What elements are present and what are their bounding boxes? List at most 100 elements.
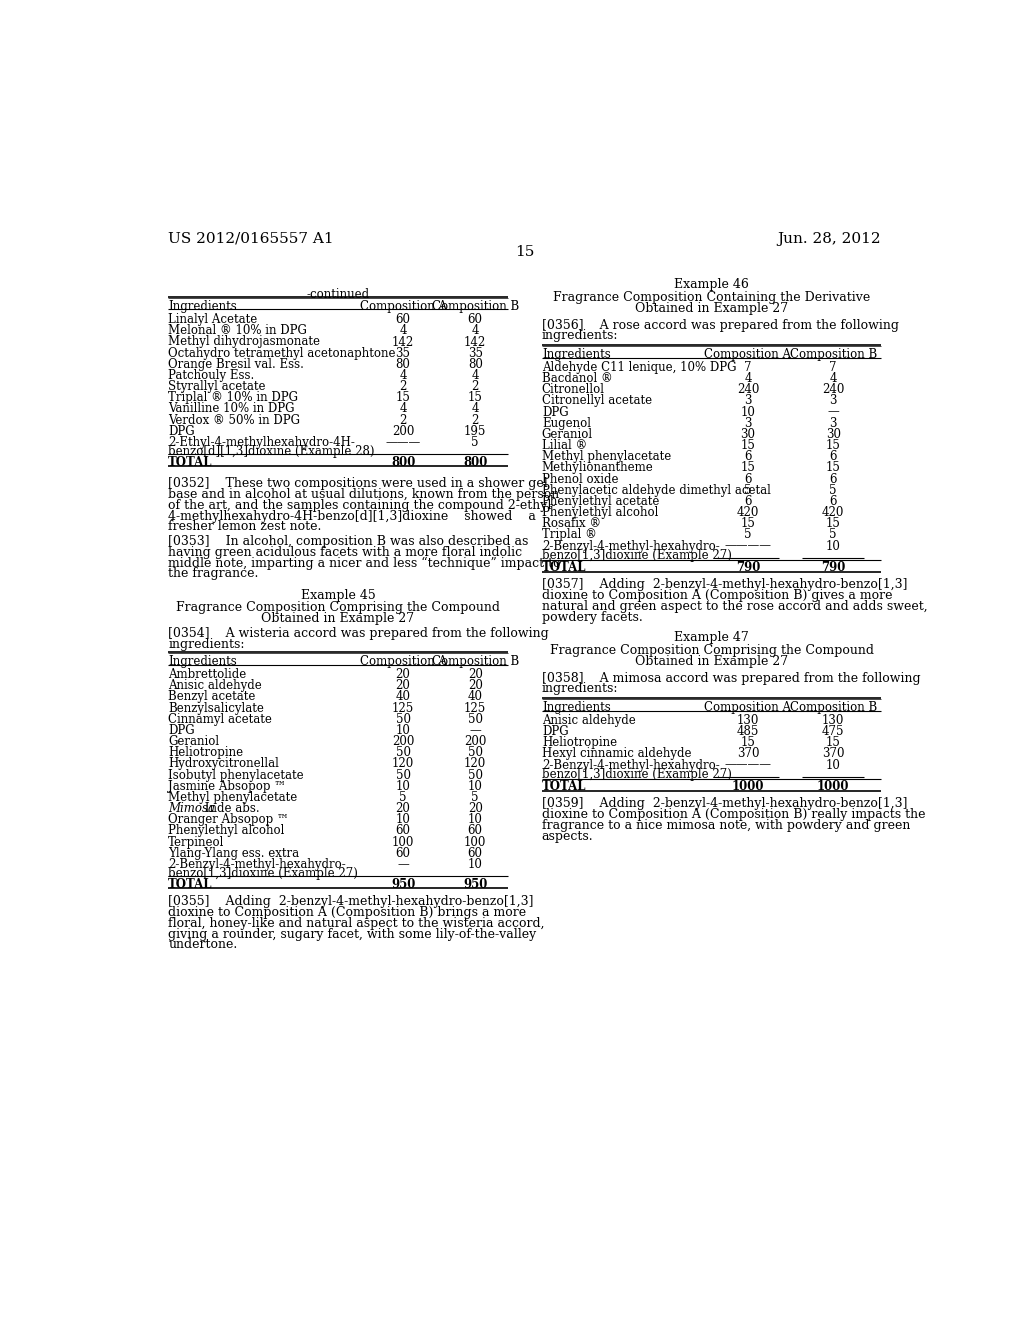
Text: 485: 485 [737,725,759,738]
Text: 4: 4 [399,403,407,416]
Text: Geraniol: Geraniol [542,428,593,441]
Text: -continued: -continued [306,288,370,301]
Text: 2: 2 [399,380,407,393]
Text: Geraniol: Geraniol [168,735,219,748]
Text: 50: 50 [395,746,411,759]
Text: 30: 30 [825,428,841,441]
Text: benzo[d][1,3]dioxine (Example 28): benzo[d][1,3]dioxine (Example 28) [168,445,375,458]
Text: 2: 2 [471,413,479,426]
Text: Methyl dihydrojasmonate: Methyl dihydrojasmonate [168,335,321,348]
Text: Ylang-Ylang ess. extra: Ylang-Ylang ess. extra [168,847,299,859]
Text: 2-Benzyl-4-methyl-hexahydro-: 2-Benzyl-4-methyl-hexahydro- [542,540,720,553]
Text: 10: 10 [395,780,411,793]
Text: natural and green aspect to the rose accord and adds sweet,: natural and green aspect to the rose acc… [542,601,928,612]
Text: Triplal ® 10% in DPG: Triplal ® 10% in DPG [168,391,298,404]
Text: Phenol oxide: Phenol oxide [542,473,618,486]
Text: 10: 10 [468,858,482,871]
Text: [0354]    A wisteria accord was prepared from the following: [0354] A wisteria accord was prepared fr… [168,627,549,640]
Text: —: — [397,858,409,871]
Text: 240: 240 [822,383,845,396]
Text: 790: 790 [821,561,846,574]
Text: Jun. 28, 2012: Jun. 28, 2012 [777,231,882,246]
Text: 4: 4 [399,325,407,338]
Text: 15: 15 [395,391,411,404]
Text: Phenylacetic aldehyde dimethyl acetal: Phenylacetic aldehyde dimethyl acetal [542,483,771,496]
Text: Melonal ® 10% in DPG: Melonal ® 10% in DPG [168,325,307,338]
Text: the fragrance.: the fragrance. [168,568,259,581]
Text: Ingredients: Ingredients [168,655,237,668]
Text: TOTAL: TOTAL [542,780,587,793]
Text: Ingredients: Ingredients [542,348,610,360]
Text: 50: 50 [468,713,482,726]
Text: 15: 15 [740,462,756,474]
Text: Methylionantheme: Methylionantheme [542,462,653,474]
Text: 60: 60 [395,825,411,837]
Text: 130: 130 [737,714,759,727]
Text: 950: 950 [391,878,416,891]
Text: 30: 30 [740,428,756,441]
Text: Linalyl Acetate: Linalyl Acetate [168,313,258,326]
Text: Obtained in Example 27: Obtained in Example 27 [261,612,415,624]
Text: benzo[1,3]dioxine (Example 27): benzo[1,3]dioxine (Example 27) [168,867,358,880]
Text: 35: 35 [395,347,411,359]
Text: 6: 6 [744,450,752,463]
Text: 800: 800 [391,455,416,469]
Text: giving a rounder, sugary facet, with some lily-of-the-valley: giving a rounder, sugary facet, with som… [168,928,537,941]
Text: Bacdanol ®: Bacdanol ® [542,372,612,385]
Text: middle note, imparting a nicer and less “technique” impact to: middle note, imparting a nicer and less … [168,557,561,570]
Text: Benzylsalicylate: Benzylsalicylate [168,702,264,714]
Text: 3: 3 [829,417,837,430]
Text: Ingredients: Ingredients [542,701,610,714]
Text: 200: 200 [464,735,486,748]
Text: 120: 120 [464,758,486,771]
Text: 10: 10 [395,813,411,826]
Text: 195: 195 [464,425,486,438]
Text: 40: 40 [468,690,482,704]
Text: ingredients:: ingredients: [168,638,245,651]
Text: of the art, and the samples containing the compound 2-ethyl-: of the art, and the samples containing t… [168,499,556,512]
Text: Aldehyde C11 lenique, 10% DPG: Aldehyde C11 lenique, 10% DPG [542,360,736,374]
Text: 20: 20 [468,803,482,816]
Text: Fragrance Composition Comprising the Compound: Fragrance Composition Comprising the Com… [176,601,500,614]
Text: 20: 20 [395,668,411,681]
Text: Composition B: Composition B [790,701,877,714]
Text: Patchouly Ess.: Patchouly Ess. [168,370,255,381]
Text: benzo[1,3]dioxine (Example 27): benzo[1,3]dioxine (Example 27) [542,549,732,562]
Text: 15: 15 [825,517,841,531]
Text: 4: 4 [471,325,479,338]
Text: Example 47: Example 47 [674,631,749,644]
Text: 50: 50 [395,768,411,781]
Text: 2-Benzyl-4-methyl-hexahydro-: 2-Benzyl-4-methyl-hexahydro- [542,759,720,772]
Text: Composition A: Composition A [359,655,446,668]
Text: 50: 50 [468,746,482,759]
Text: DPG: DPG [542,725,568,738]
Text: 7: 7 [829,360,837,374]
Text: 10: 10 [740,405,756,418]
Text: [0356]    A rose accord was prepared from the following: [0356] A rose accord was prepared from t… [542,318,899,331]
Text: 60: 60 [395,847,411,859]
Text: 15: 15 [515,244,535,259]
Text: 35: 35 [468,347,482,359]
Text: Example 46: Example 46 [674,277,749,290]
Text: Citronellyl acetate: Citronellyl acetate [542,395,652,408]
Text: Heliotropine: Heliotropine [542,737,617,750]
Text: [0359]    Adding  2-benzyl-4-methyl-hexahydro-benzo[1,3]: [0359] Adding 2-benzyl-4-methyl-hexahydr… [542,797,907,810]
Text: Vanilline 10% in DPG: Vanilline 10% in DPG [168,403,295,416]
Text: 142: 142 [392,335,415,348]
Text: Anisic aldehyde: Anisic aldehyde [168,680,262,692]
Text: undertone.: undertone. [168,939,238,952]
Text: 200: 200 [392,425,415,438]
Text: Ambrettolide: Ambrettolide [168,668,247,681]
Text: Mimosa: Mimosa [168,803,215,816]
Text: Octahydro tetramethyl acetonaphtone: Octahydro tetramethyl acetonaphtone [168,347,396,359]
Text: 15: 15 [825,462,841,474]
Text: 4-methylhexahydro-4H-benzo[d][1,3]dioxine    showed    a: 4-methylhexahydro-4H-benzo[d][1,3]dioxin… [168,510,537,523]
Text: Methyl phenylacetate: Methyl phenylacetate [542,450,671,463]
Text: 5: 5 [744,528,752,541]
Text: Orange Bresil val. Ess.: Orange Bresil val. Ess. [168,358,304,371]
Text: Fragrance Composition Containing the Derivative: Fragrance Composition Containing the Der… [553,290,870,304]
Text: Obtained in Example 27: Obtained in Example 27 [635,655,788,668]
Text: 950: 950 [463,878,487,891]
Text: Styrallyl acetate: Styrallyl acetate [168,380,266,393]
Text: 10: 10 [825,540,841,553]
